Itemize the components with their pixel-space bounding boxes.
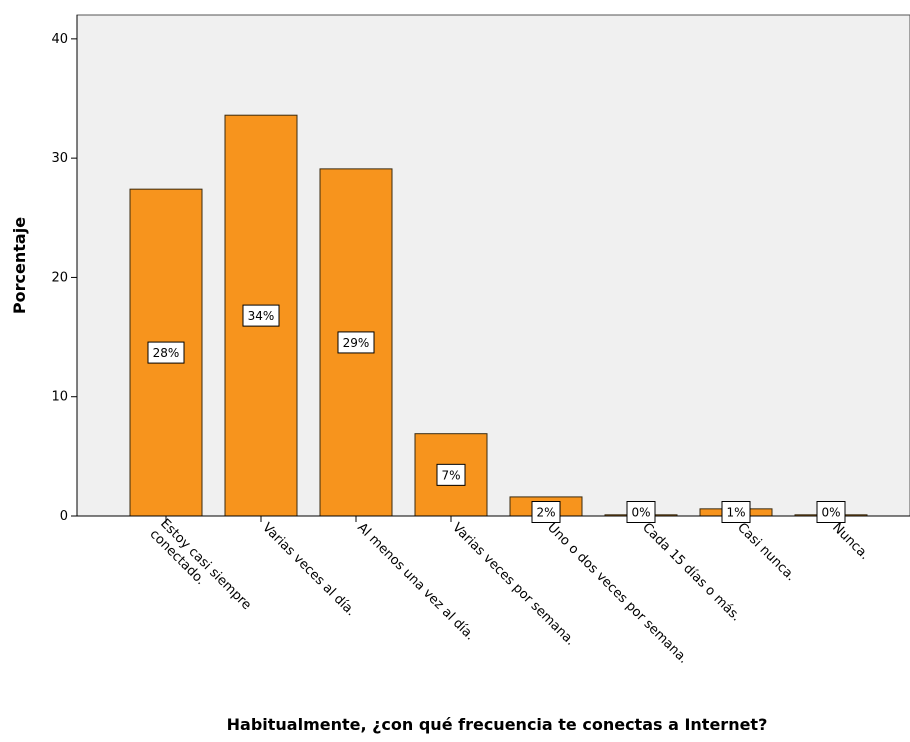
x-category-label-line: Varias veces al día. <box>259 520 358 619</box>
y-tick-label: 0 <box>60 509 68 524</box>
data-label: 1% <box>726 506 745 520</box>
x-category-label: Cada 15 días o más. <box>639 520 743 624</box>
x-category-label: Varias veces al día. <box>259 520 358 619</box>
data-labels-layer: 28% 34% 29% 7% 2% 0% 1% 0% <box>147 304 846 523</box>
data-label: 0% <box>631 506 650 520</box>
data-label-box <box>721 501 751 523</box>
y-tick-label: 20 <box>51 270 68 285</box>
data-label: 2% <box>536 506 555 520</box>
data-label: 29% <box>343 336 370 350</box>
data-label: 28% <box>153 346 180 360</box>
data-label-box <box>337 331 375 354</box>
data-label-box <box>816 501 846 523</box>
x-category-label-line: Casi nunca. <box>734 520 798 584</box>
x-category-label: Estoy casi siempreconectado. <box>147 516 254 623</box>
data-label-box <box>436 463 466 486</box>
x-category-label-line: Cada 15 días o más. <box>639 520 743 624</box>
data-label-box <box>626 501 656 523</box>
y-axis-title: Porcentaje <box>10 217 29 314</box>
data-label-box <box>147 341 185 364</box>
data-label: 34% <box>248 309 275 323</box>
plot-area <box>76 14 910 517</box>
x-category-label-line: Nunca. <box>829 520 872 563</box>
x-category-label: Casi nunca. <box>734 520 798 584</box>
y-tick-label: 30 <box>51 151 68 166</box>
data-label-box <box>242 304 280 327</box>
y-tick-label: 40 <box>51 32 68 47</box>
data-label: 0% <box>821 506 840 520</box>
data-label-box <box>531 501 561 523</box>
y-tick-label: 10 <box>51 390 68 405</box>
x-category-label-line: Estoy casi siempre <box>157 516 254 613</box>
x-category-label: Nunca. <box>829 520 872 563</box>
x-axis-title: Habitualmente, ¿con qué frecuencia te co… <box>227 715 768 734</box>
data-label: 7% <box>441 468 460 482</box>
